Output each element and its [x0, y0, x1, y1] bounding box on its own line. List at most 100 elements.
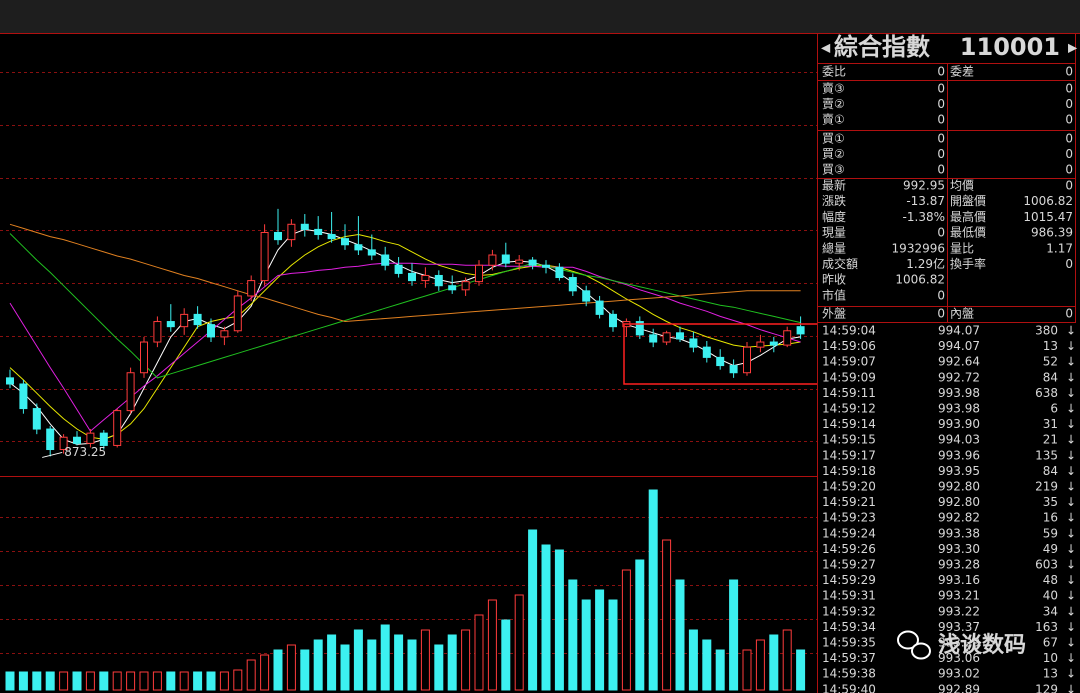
trade-volume: 34: [1043, 604, 1058, 618]
quote-label: 委差: [950, 65, 974, 79]
quote-label: 委比: [822, 65, 846, 79]
index-code: 110001: [960, 33, 1060, 61]
candle-body: [609, 313, 617, 328]
trade-volume: 135: [1035, 448, 1058, 462]
candle-body: [408, 272, 416, 282]
trade-time: 14:59:35: [822, 636, 876, 650]
trade-direction: ↓: [1066, 511, 1076, 525]
quote-value: 0: [1065, 65, 1073, 79]
prev-arrow[interactable]: ◀: [821, 41, 831, 55]
volume-bar: [394, 634, 404, 691]
trade-time: 14:59:38: [822, 667, 876, 681]
book-value: 0: [1065, 97, 1073, 111]
volume-bar: [447, 634, 457, 691]
volume-bar: [260, 654, 270, 691]
trade-price: 993.96: [938, 448, 980, 462]
trade-direction: ↓: [1066, 355, 1076, 369]
trade-time: 14:59:31: [822, 589, 876, 603]
candle-body: [421, 274, 430, 282]
low-annotation: 873.25: [64, 445, 106, 459]
volume-bar: [273, 649, 283, 691]
trade-price: 992.72: [938, 370, 980, 384]
trade-time: 14:59:11: [822, 386, 876, 400]
trade-direction: ↓: [1066, 480, 1076, 494]
book-label: 買②: [822, 147, 845, 161]
volume-bar: [233, 669, 243, 691]
candle-body: [783, 330, 792, 346]
trade-time: 14:59:27: [822, 558, 876, 572]
trade-price: 993.98: [938, 402, 980, 416]
quote-label: 市值: [822, 287, 846, 302]
volume-bar: [514, 594, 524, 691]
book-value: 0: [937, 147, 945, 161]
candle-body: [542, 264, 550, 268]
candle-body: [247, 280, 256, 297]
trade-time: 14:59:34: [822, 620, 876, 634]
next-arrow[interactable]: ▶: [1068, 41, 1078, 55]
volume-bar: [72, 671, 82, 691]
candle-body: [743, 346, 751, 374]
trade-direction: ↓: [1066, 636, 1076, 650]
volume-bar: [702, 639, 712, 691]
candle-body: [756, 341, 765, 348]
book-value: 0: [1065, 132, 1073, 146]
book-label: 買①: [822, 132, 845, 146]
candle-body: [73, 436, 81, 444]
quote-value: 1006.82: [1023, 194, 1073, 208]
quote-value: 0: [937, 307, 945, 321]
trade-direction: ↓: [1066, 542, 1076, 556]
volume-bar: [742, 649, 752, 691]
volume-bar: [648, 489, 658, 691]
trade-direction: ↓: [1066, 433, 1076, 447]
candle-body: [166, 321, 175, 328]
volume-bar: [59, 671, 69, 691]
trade-time: 14:59:09: [822, 370, 876, 384]
quote-label: 現量: [822, 226, 846, 240]
book-value: 0: [937, 163, 945, 177]
candle-body: [796, 326, 805, 335]
trade-direction: ↓: [1066, 495, 1076, 509]
candle-body: [6, 377, 14, 385]
trade-price: 993.30: [938, 542, 980, 556]
wechat-icon: [911, 642, 931, 660]
quote-label: 內盤: [950, 307, 974, 321]
candle-body: [689, 338, 698, 348]
quote-value: 1932996: [892, 241, 945, 255]
trade-price: 993.22: [938, 604, 980, 618]
moving-average: [9, 233, 801, 440]
candle-body: [716, 356, 725, 367]
candle-body: [220, 330, 229, 338]
volume-bar: [206, 671, 216, 691]
trade-time: 14:59:20: [822, 480, 876, 494]
wechat-icon: [897, 630, 919, 650]
candle-body: [555, 266, 564, 279]
quote-label: 幅度: [822, 209, 846, 224]
volume-bar: [219, 671, 229, 691]
book-value: 0: [1065, 113, 1073, 127]
quote-value: -13.87: [906, 194, 945, 208]
volume-bar: [32, 671, 42, 691]
candle-body: [99, 432, 108, 446]
trade-volume: 48: [1043, 573, 1058, 587]
trade-price: 992.80: [938, 495, 980, 509]
quote-label: 均價: [950, 179, 974, 193]
trade-volume: 84: [1043, 370, 1058, 384]
volume-bar: [99, 671, 109, 691]
candle-body: [702, 346, 711, 358]
candle-body: [113, 410, 122, 446]
quote-value: 0: [1065, 179, 1073, 193]
volume-bar: [755, 639, 765, 691]
trade-time: 14:59:23: [822, 511, 876, 525]
trade-volume: 49: [1043, 542, 1058, 556]
top-bar: [0, 0, 1080, 33]
trade-direction: ↓: [1066, 339, 1076, 353]
candle-body: [676, 332, 684, 340]
quote-label: 換手率: [950, 256, 986, 271]
trade-volume: 10: [1043, 651, 1058, 665]
trade-time: 14:59:14: [822, 417, 876, 431]
volume-bar: [621, 569, 631, 691]
candle-body: [207, 324, 215, 338]
trade-time: 14:59:24: [822, 526, 876, 540]
